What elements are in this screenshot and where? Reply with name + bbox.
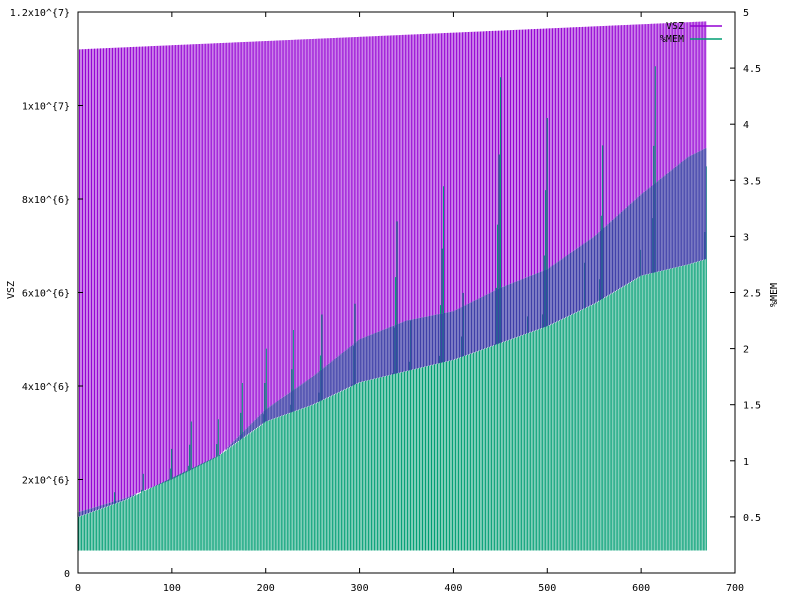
plot-area <box>77 21 707 551</box>
x-tick-label: 400 <box>444 583 462 594</box>
ticks: 0 100 200 300 400 500 600 700 0 2x10^{6} 4x10^{6} 6… <box>10 8 761 594</box>
x-tick-label: 100 <box>163 583 181 594</box>
y-axis-title: VSZ <box>6 281 17 299</box>
x-tick-label: 600 <box>632 583 650 594</box>
y-tick-label: 4x10^{6} <box>22 382 70 393</box>
y-tick-label: 1x10^{7} <box>22 102 70 113</box>
legend-label-mem: %MEM <box>660 34 684 45</box>
y-tick-label: 2x10^{6} <box>22 476 70 487</box>
y2-tick-label: 0.5 <box>743 513 761 524</box>
y-tick-label: 0 <box>64 569 70 580</box>
y2-tick-label: 4 <box>743 120 749 131</box>
y2-tick-label: 2 <box>743 345 749 356</box>
series-vsz <box>77 21 707 513</box>
x-tick-label: 300 <box>351 583 369 594</box>
y2-tick-label: 1 <box>743 457 749 468</box>
series-overlap <box>77 148 707 517</box>
y-tick-label: 6x10^{6} <box>22 289 70 300</box>
x-tick-label: 500 <box>538 583 556 594</box>
y-tick-label: 1.2x10^{7} <box>10 8 70 19</box>
y2-tick-label: 1.5 <box>743 401 761 412</box>
legend: VSZ %MEM <box>660 21 722 45</box>
y2-tick-label: 5 <box>743 8 749 19</box>
x-tick-label: 200 <box>257 583 275 594</box>
y2-axis-title: %MEM <box>769 283 780 307</box>
y2-tick-label: 4.5 <box>743 64 761 75</box>
series-mem <box>78 66 707 551</box>
y2-tick-label: 3 <box>743 232 749 243</box>
legend-label-vsz: VSZ <box>666 21 684 32</box>
y2-tick-label: 2.5 <box>743 289 761 300</box>
y2-tick-label: 3.5 <box>743 176 761 187</box>
x-tick-label: 0 <box>75 583 81 594</box>
x-tick-label: 700 <box>726 583 744 594</box>
y-tick-label: 8x10^{6} <box>22 195 70 206</box>
